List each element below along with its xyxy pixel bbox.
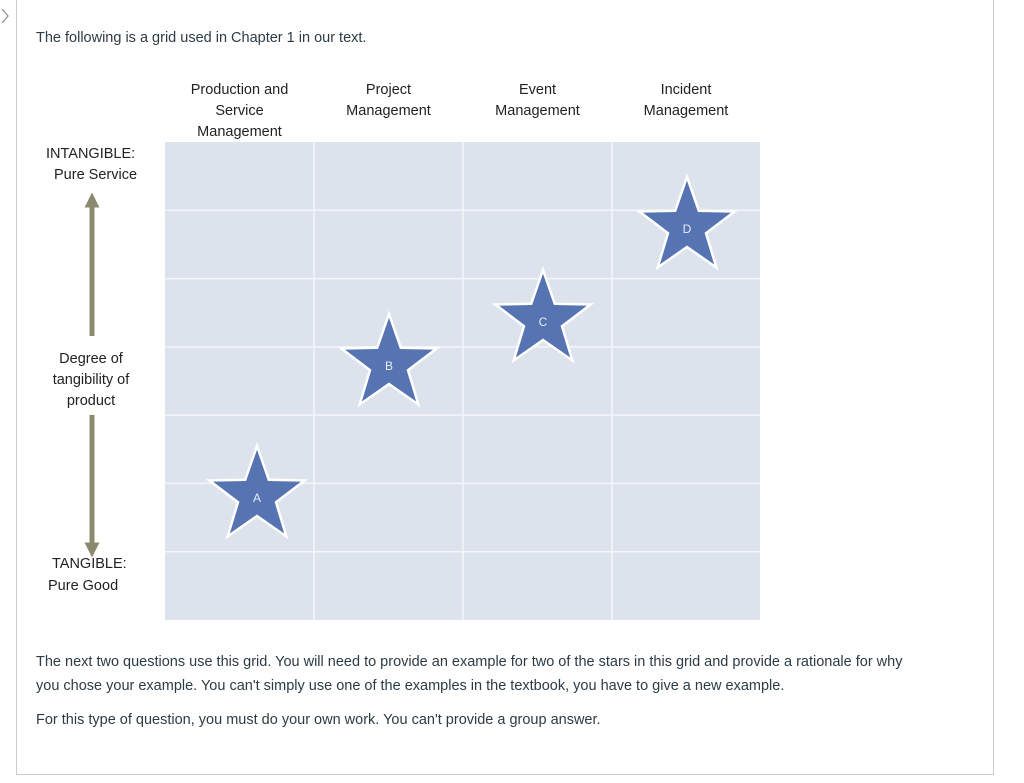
- column-header: Management: [495, 103, 580, 119]
- intro-text: The following is a grid used in Chapter …: [36, 30, 367, 46]
- column-header: Incident: [661, 82, 712, 98]
- star-label: D: [683, 222, 692, 236]
- column-header: Production and: [191, 82, 289, 98]
- star-label: B: [385, 359, 393, 373]
- axis-label: Pure Service: [54, 167, 137, 183]
- question-frame: [16, 0, 994, 775]
- axis-label: Degree of: [59, 351, 124, 367]
- column-header: Management: [346, 103, 431, 119]
- axis-label: Pure Good: [48, 578, 118, 594]
- star-label: A: [253, 491, 261, 505]
- paragraph-line: The next two questions use this grid. Yo…: [36, 654, 903, 670]
- column-header: Event: [519, 82, 556, 98]
- axis-label: TANGIBLE:: [52, 556, 127, 572]
- collapse-chevron[interactable]: [0, 8, 10, 24]
- axis-label: INTANGIBLE:: [46, 146, 135, 162]
- grid-diagram: Production and Service Management Project Ma…: [46, 82, 760, 620]
- column-header: Management: [644, 103, 729, 119]
- paragraph-line: For this type of question, you must do y…: [36, 712, 601, 728]
- star: [491, 266, 595, 364]
- star: [635, 173, 739, 271]
- star-label: C: [539, 315, 548, 329]
- paragraph-line: you chose your example. You can't simply…: [36, 678, 785, 694]
- axis-label: tangibility of: [53, 372, 131, 388]
- star: [337, 310, 441, 408]
- column-header: Service: [215, 103, 263, 119]
- axis-label: product: [67, 393, 115, 409]
- column-header: Project: [366, 82, 411, 98]
- star: [205, 442, 309, 540]
- column-header: Management: [197, 124, 282, 140]
